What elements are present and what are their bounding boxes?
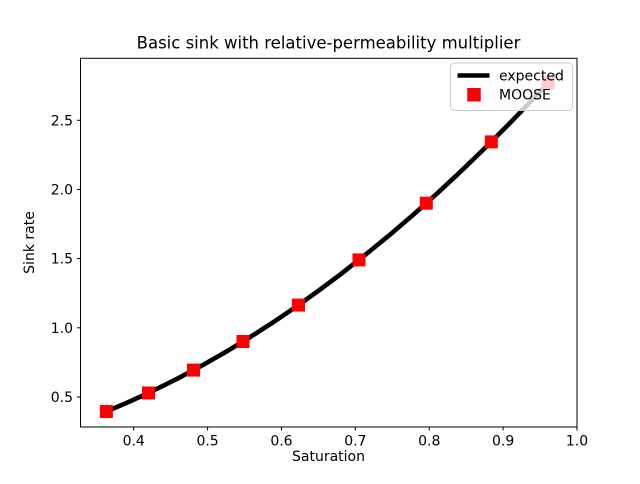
moose-marker [292,298,305,312]
moose-marker [187,363,200,377]
x-tick-label: 0.9 [492,434,514,450]
x-axis-ticks: 0.4 0.5 0.6 0.7 0.8 0.9 1.0 [123,427,588,450]
y-tick-label: 2.5 [51,113,73,129]
legend-moose-marker-sample [467,88,481,102]
legend-label-expected: expected [499,69,564,85]
x-tick-label: 0.7 [344,434,366,450]
moose-marker [142,386,155,400]
moose-marker [352,253,366,267]
y-axis-label: Sink rate [22,211,38,274]
chart-title: Basic sink with relative-permeability mu… [137,34,521,53]
series-expected-line [104,73,558,414]
x-axis-label: Saturation [292,449,365,465]
y-tick-label: 2.0 [51,182,73,198]
y-tick-label: 1.5 [51,252,73,268]
plot-frame [80,57,578,428]
y-axis-ticks: 0.5 1.0 1.5 2.0 2.5 [51,113,81,406]
x-tick-label: 0.6 [270,434,292,450]
y-tick-label: 1.0 [51,321,73,337]
x-tick-label: 0.8 [418,434,440,450]
x-tick-label: 0.5 [196,434,218,450]
legend: expected MOOSE [450,62,573,111]
x-tick-label: 1.0 [566,434,588,450]
y-tick-label: 0.5 [51,390,73,406]
moose-marker [236,335,250,348]
legend-label-moose: MOOSE [499,88,551,104]
moose-marker [484,135,498,149]
x-tick-label: 0.4 [123,434,145,450]
moose-marker [419,196,433,210]
moose-marker [99,405,113,418]
